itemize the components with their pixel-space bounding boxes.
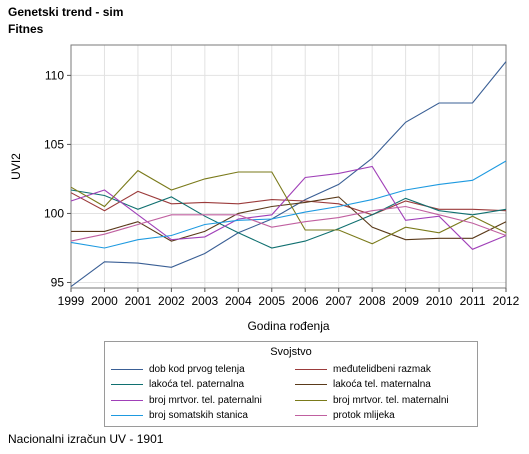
legend-title: Svojstvo <box>270 346 312 358</box>
y-axis-label: UVI2 <box>9 153 23 180</box>
plot-frame <box>70 44 507 289</box>
x-tick-label: 2004 <box>225 294 252 308</box>
legend-swatch <box>295 399 327 401</box>
legend-item: broj somatskih stanica <box>111 409 248 423</box>
x-axis-label: Godina rođenja <box>247 319 329 333</box>
x-tick-label: 2001 <box>125 294 152 308</box>
legend-label: lakoća tel. paternalna <box>149 379 245 390</box>
series-line-5 <box>70 165 507 250</box>
x-tick-label: 2012 <box>493 294 520 308</box>
legend-label: broj mrtvor. tel. maternalni <box>333 394 449 406</box>
series-line-3 <box>70 189 507 249</box>
chart-subtitle: Fitnes <box>8 22 44 36</box>
x-tick-label: 1999 <box>58 294 85 308</box>
y-tick-label: 100 <box>44 206 64 220</box>
legend-label: broj somatskih stanica <box>149 410 248 421</box>
y-tick-label: 105 <box>44 137 64 151</box>
legend-item: protok mlijeka <box>295 409 395 423</box>
legend-item: broj mrtvor. tel. paternalni <box>111 393 262 407</box>
legend-label: protok mlijeka <box>333 410 395 421</box>
legend-label: lakoća tel. maternalna <box>333 379 431 390</box>
legend-item: lakoća tel. maternalna <box>295 378 431 392</box>
x-tick-label: 2009 <box>392 294 419 308</box>
legend-swatch <box>295 368 327 370</box>
series-line-7 <box>70 160 507 249</box>
legend-label: dob kod prvog telenja <box>149 363 245 375</box>
legend-swatch <box>111 384 143 385</box>
x-tick-label: 2011 <box>460 294 486 308</box>
line-chart: 95 100 105 110 1999 2000 2001 2002 2003 2004 2005 2… <box>9 44 520 333</box>
series-line-6 <box>70 169 507 245</box>
legend-swatch <box>111 368 143 370</box>
x-tick-label: 2003 <box>191 294 218 308</box>
x-tick-label: 2006 <box>292 294 319 308</box>
legend-swatch <box>111 399 143 401</box>
legend-item: međutelidbeni razmak <box>295 362 431 376</box>
x-tick-label: 2008 <box>359 294 386 308</box>
chart-title: Genetski trend - sim <box>8 5 124 19</box>
legend-item: broj mrtvor. tel. maternalni <box>295 393 449 407</box>
x-tick-label: 2000 <box>91 294 118 308</box>
legend-item: dob kod prvog telenja <box>111 362 245 376</box>
series-line-4 <box>71 196 507 242</box>
x-tick-label: 2002 <box>158 294 185 308</box>
footnote: Nacionalni izračun UV - 1901 <box>8 432 164 446</box>
x-tick-label: 2007 <box>325 294 352 308</box>
x-tick-label: 2010 <box>426 294 453 308</box>
x-tick-label: 2005 <box>258 294 285 308</box>
legend-swatch <box>111 415 143 416</box>
legend-item: lakoća tel. paternalna <box>111 378 244 392</box>
y-tick-label: 95 <box>51 275 65 289</box>
series-line-1 <box>70 61 507 288</box>
legend-label: međutelidbeni razmak <box>333 363 431 375</box>
legend-swatch <box>295 415 327 416</box>
legend-label: broj mrtvor. tel. paternalni <box>149 394 262 406</box>
legend: Svojstvo dob kod prvog telenja međutelidb… <box>104 341 478 427</box>
series-line-8 <box>70 205 507 242</box>
y-tick-label: 110 <box>45 68 64 82</box>
legend-swatch <box>295 384 327 385</box>
